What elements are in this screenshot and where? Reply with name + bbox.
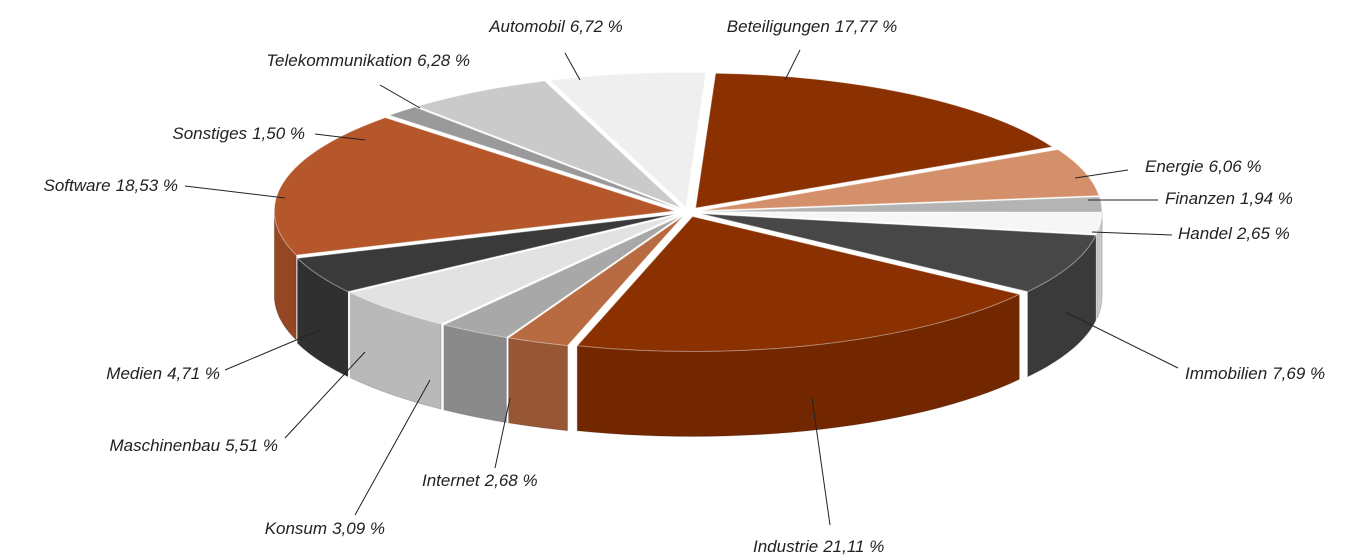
category-label: Internet — [422, 471, 481, 490]
slice-top — [348, 214, 679, 325]
slice — [296, 213, 676, 378]
slice — [700, 213, 1097, 378]
leader-line — [184, 185, 286, 199]
slice-top — [548, 71, 707, 209]
slice-top — [387, 106, 679, 210]
value-label: 6,72 % — [570, 17, 623, 36]
leader-line — [284, 351, 366, 439]
slice-top — [695, 72, 1054, 209]
slice-label: Internet 2,68 % — [422, 471, 538, 490]
value-label: 6,06 % — [1209, 157, 1262, 176]
slice-side — [1096, 212, 1103, 320]
slice — [273, 117, 675, 342]
slice-label: Medien 4,71 % — [106, 364, 220, 383]
value-label: 7,69 % — [1272, 364, 1325, 383]
slice-label: Konsum 3,09 % — [265, 519, 385, 538]
category-label: Beteiligungen — [727, 17, 830, 36]
leader-line — [564, 52, 581, 81]
slice-top — [415, 80, 682, 209]
value-label: 1,94 % — [1240, 189, 1293, 208]
leader-line — [1064, 311, 1179, 369]
leader-line — [379, 84, 421, 109]
slice-label: Telekommunikation 6,28 % — [266, 51, 470, 70]
slice — [701, 148, 1100, 212]
category-label: Maschinenbau — [109, 436, 220, 455]
slice — [415, 80, 682, 209]
leader-line — [494, 397, 511, 469]
slice-top — [701, 148, 1100, 212]
slice-top — [442, 215, 682, 339]
leader-line — [1091, 231, 1173, 236]
leader-line — [354, 379, 431, 516]
slice-label: Sonstiges 1,50 % — [172, 124, 305, 143]
category-label: Automobil — [488, 17, 566, 36]
category-label: Software — [44, 176, 111, 195]
slice-top — [296, 213, 676, 293]
slice-label: Beteiligungen 17,77 % — [727, 17, 897, 36]
slice-top — [701, 211, 1103, 235]
slice-top — [700, 213, 1097, 293]
slice-top — [701, 196, 1103, 213]
slice-side — [508, 337, 569, 432]
leader-line — [784, 49, 801, 81]
slice-label: Energie 6,06 % — [1145, 157, 1262, 176]
leader-line — [314, 133, 366, 141]
leader-line — [224, 329, 321, 371]
slice-side — [443, 324, 507, 424]
value-label: 2,68 % — [484, 471, 538, 490]
category-label: Energie — [1145, 157, 1204, 176]
category-label: Industrie — [753, 537, 818, 556]
value-label: 6,28 % — [417, 51, 470, 70]
slice-label: Automobil 6,72 % — [488, 17, 623, 36]
category-label: Medien — [106, 364, 162, 383]
value-label: 18,53 % — [116, 176, 178, 195]
category-label: Konsum — [265, 519, 327, 538]
slice — [348, 214, 679, 410]
category-label: Handel — [1178, 224, 1233, 243]
slice-top — [273, 117, 675, 256]
slice-top — [507, 215, 684, 347]
leader-line — [811, 397, 831, 526]
slice-label: Immobilien 7,69 % — [1185, 364, 1325, 383]
category-label: Sonstiges — [172, 124, 247, 143]
value-label: 3,09 % — [332, 519, 385, 538]
category-label: Finanzen — [1165, 189, 1235, 208]
leader-line — [1074, 169, 1129, 179]
slice-label: Software 18,53 % — [44, 176, 178, 195]
slice-label: Industrie 21,11 % — [753, 537, 884, 556]
value-label: 1,50 % — [252, 124, 305, 143]
slice — [701, 211, 1103, 320]
slice-label: Finanzen 1,94 % — [1165, 189, 1293, 208]
slice-label: Maschinenbau 5,51 % — [109, 436, 278, 455]
value-label: 4,71 % — [167, 364, 220, 383]
category-label: Telekommunikation — [266, 51, 412, 70]
slice — [695, 72, 1054, 209]
category-label: Immobilien — [1185, 364, 1267, 383]
value-label: 21,11 % — [822, 537, 884, 556]
slice — [442, 215, 682, 424]
value-label: 5,51 % — [225, 436, 278, 455]
value-label: 2,65 % — [1236, 224, 1290, 243]
slice-label: Handel 2,65 % — [1178, 224, 1290, 243]
slice — [387, 106, 679, 210]
slice — [576, 215, 1021, 437]
slice — [507, 215, 684, 432]
value-label: 17,77 % — [835, 17, 897, 36]
slice-top — [576, 215, 1021, 352]
slice — [548, 71, 707, 209]
